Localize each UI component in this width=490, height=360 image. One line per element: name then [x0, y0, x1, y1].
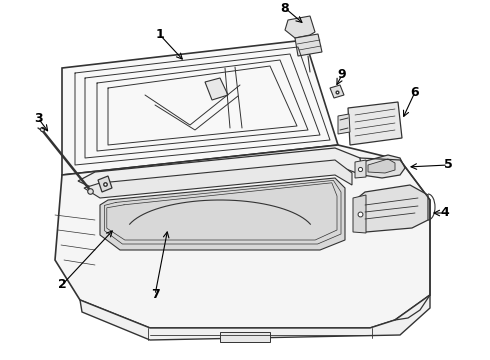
Polygon shape: [355, 185, 428, 232]
Text: 1: 1: [156, 28, 164, 41]
Polygon shape: [55, 145, 430, 328]
Polygon shape: [205, 78, 228, 100]
Polygon shape: [78, 148, 362, 189]
Polygon shape: [295, 34, 322, 56]
Polygon shape: [100, 178, 345, 250]
Text: 4: 4: [441, 207, 449, 220]
Text: 9: 9: [338, 68, 346, 81]
Polygon shape: [330, 85, 344, 98]
Text: 3: 3: [34, 112, 42, 125]
Polygon shape: [84, 160, 352, 198]
Polygon shape: [353, 195, 366, 233]
Text: 6: 6: [411, 85, 419, 99]
Text: 7: 7: [150, 288, 159, 302]
Polygon shape: [358, 155, 405, 178]
Polygon shape: [285, 16, 315, 38]
Polygon shape: [98, 176, 112, 192]
Polygon shape: [348, 102, 402, 145]
Polygon shape: [368, 159, 395, 173]
Polygon shape: [80, 295, 430, 340]
Text: 2: 2: [58, 279, 66, 292]
Text: 8: 8: [281, 1, 289, 14]
Polygon shape: [62, 40, 338, 175]
Polygon shape: [220, 332, 270, 342]
Polygon shape: [338, 114, 350, 134]
Text: 5: 5: [443, 158, 452, 171]
Polygon shape: [355, 160, 366, 178]
